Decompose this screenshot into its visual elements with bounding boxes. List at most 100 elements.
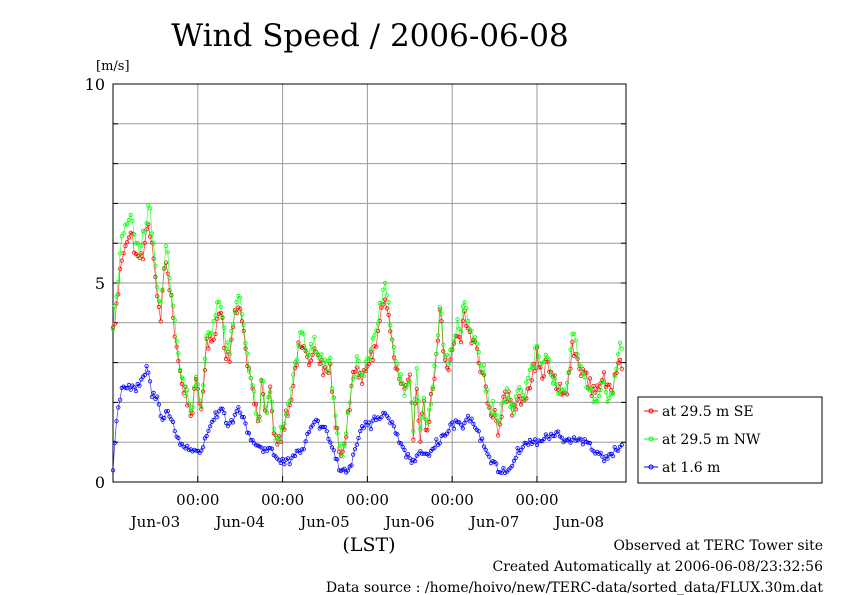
data-point <box>563 438 568 443</box>
data-point <box>317 355 322 360</box>
data-point <box>148 234 153 239</box>
data-point <box>308 358 313 363</box>
data-point <box>460 318 465 323</box>
data-point <box>386 300 391 305</box>
data-point <box>248 437 253 443</box>
data-point <box>619 346 624 351</box>
data-point <box>241 323 246 328</box>
data-point <box>225 424 230 429</box>
data-point <box>409 460 414 465</box>
data-point <box>617 340 623 345</box>
data-point <box>492 412 497 417</box>
data-point <box>538 439 543 444</box>
data-point <box>289 386 294 391</box>
data-point <box>395 362 400 367</box>
data-point <box>464 306 469 311</box>
data-point <box>176 351 181 356</box>
data-point <box>140 228 146 234</box>
data-point <box>231 420 236 425</box>
data-point <box>165 408 170 414</box>
data-point <box>254 402 259 407</box>
data-point <box>294 357 299 362</box>
data-point <box>582 374 587 380</box>
data-point <box>610 390 616 395</box>
data-point <box>451 339 456 344</box>
data-point <box>215 300 220 305</box>
data-point <box>435 333 441 338</box>
data-point <box>349 463 354 468</box>
data-point <box>179 441 184 446</box>
data-point <box>287 398 292 404</box>
data-point <box>227 359 232 364</box>
data-point <box>321 360 326 366</box>
data-point <box>336 445 342 451</box>
data-point <box>391 424 396 429</box>
data-point <box>395 432 400 437</box>
data-point <box>425 421 430 426</box>
data-point <box>342 466 347 471</box>
data-point <box>174 344 179 349</box>
data-point <box>146 203 151 208</box>
data-point <box>368 426 373 432</box>
data-point <box>183 384 188 389</box>
data-point <box>119 258 124 263</box>
data-point <box>541 359 547 364</box>
data-point <box>398 441 403 446</box>
data-point <box>243 421 248 426</box>
data-point <box>338 441 343 446</box>
data-point <box>594 383 600 388</box>
data-point <box>465 413 471 418</box>
data-point <box>476 349 481 355</box>
data-point <box>296 342 301 348</box>
data-point <box>193 448 199 453</box>
data-point <box>527 385 533 391</box>
data-point <box>132 385 137 390</box>
data-point <box>430 384 435 389</box>
data-point <box>110 468 116 473</box>
data-point <box>292 366 298 371</box>
data-point <box>224 356 229 362</box>
y-tick-label: 10 <box>85 75 105 94</box>
data-point <box>130 218 135 223</box>
data-point <box>163 409 169 414</box>
data-point <box>132 232 137 237</box>
data-point <box>195 382 200 387</box>
data-point <box>605 399 610 404</box>
data-point <box>427 453 432 458</box>
data-point <box>400 444 405 449</box>
data-point <box>224 346 229 351</box>
data-point <box>359 381 365 386</box>
data-point <box>185 443 190 448</box>
data-point <box>301 332 306 337</box>
data-point <box>366 357 372 362</box>
data-point <box>418 439 423 444</box>
data-point <box>289 456 294 461</box>
data-point <box>201 383 206 388</box>
data-point <box>455 419 460 425</box>
data-point <box>411 437 416 442</box>
data-point <box>234 299 239 305</box>
data-point <box>458 422 464 427</box>
data-point <box>201 445 206 450</box>
data-point <box>616 448 621 453</box>
data-point <box>153 274 158 279</box>
data-point <box>432 363 437 368</box>
data-point <box>402 447 407 453</box>
data-point <box>407 372 412 377</box>
data-point <box>586 385 591 390</box>
data-point <box>573 438 578 443</box>
data-point <box>366 361 372 366</box>
x-date-label: Jun-08 <box>553 513 605 531</box>
data-point <box>204 433 209 439</box>
data-point <box>148 379 153 384</box>
data-point <box>169 293 174 298</box>
data-point <box>363 368 368 374</box>
data-point <box>601 370 607 375</box>
x-time-label: 00:00 <box>176 491 219 509</box>
data-point <box>471 421 476 426</box>
data-point <box>352 374 358 379</box>
data-point <box>276 438 282 443</box>
data-point <box>358 428 363 434</box>
data-point <box>356 358 361 364</box>
data-point <box>125 385 130 391</box>
